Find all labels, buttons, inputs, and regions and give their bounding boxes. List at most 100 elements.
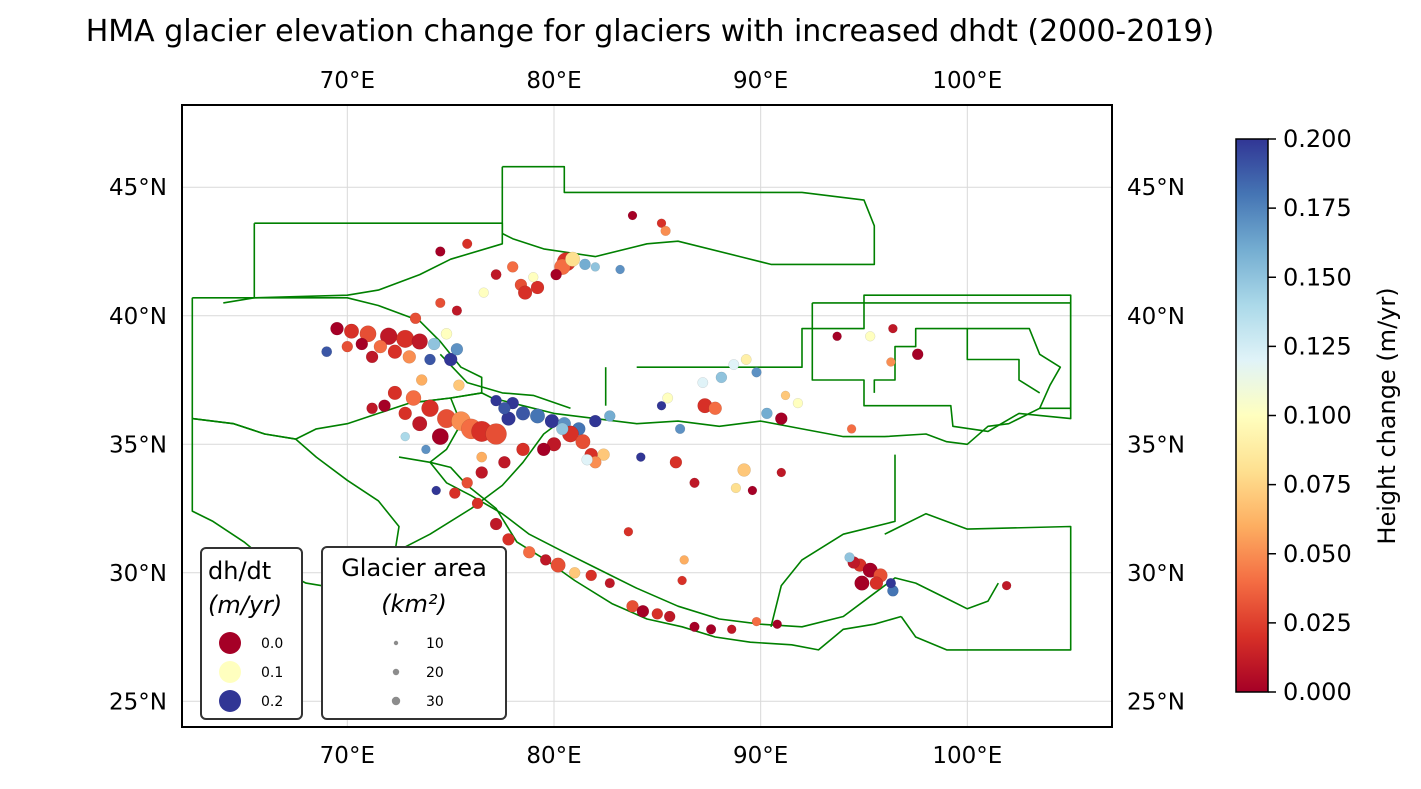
glacier-point bbox=[530, 280, 545, 295]
glacier-point bbox=[888, 323, 898, 334]
glacier-point bbox=[604, 410, 616, 422]
lon-tick-label-bottom: 100°E bbox=[932, 743, 1002, 769]
glacier-point bbox=[471, 497, 484, 510]
colorbar-tick-label: 0.050 bbox=[1283, 540, 1352, 568]
glacier-point bbox=[506, 261, 519, 273]
glacier-point bbox=[415, 374, 428, 386]
region-boundary bbox=[884, 512, 1072, 651]
glacier-point bbox=[590, 262, 601, 272]
glacier-point bbox=[400, 431, 410, 442]
glacier-point bbox=[462, 238, 473, 249]
glacier-point bbox=[581, 453, 593, 466]
lon-tick-label-top: 80°E bbox=[526, 68, 581, 94]
glacier-point bbox=[662, 392, 674, 404]
legend-dhdt-marker bbox=[219, 632, 241, 654]
glacier-point bbox=[726, 624, 737, 635]
glacier-point bbox=[365, 350, 379, 364]
region-boundary bbox=[429, 397, 999, 628]
colorbar-tick-label: 0.100 bbox=[1283, 402, 1352, 430]
glacier-point bbox=[565, 251, 581, 267]
glacier-point bbox=[453, 379, 465, 391]
glacier-point bbox=[341, 340, 354, 353]
glacier-point bbox=[846, 424, 857, 434]
glacier-point bbox=[550, 557, 566, 573]
glacier-point bbox=[776, 467, 787, 478]
glacier-point bbox=[528, 272, 539, 283]
glacier-point bbox=[663, 610, 676, 623]
glacier-point bbox=[651, 608, 664, 620]
glacier-point bbox=[854, 575, 870, 591]
colorbar-tick-label: 0.200 bbox=[1283, 125, 1352, 153]
glacier-point bbox=[440, 328, 453, 340]
legend-dhdt-unit: (m/yr) bbox=[208, 591, 282, 619]
glacier-point bbox=[705, 624, 717, 635]
glacier-point bbox=[435, 246, 446, 257]
glacier-point bbox=[343, 323, 360, 339]
glacier-point bbox=[398, 406, 412, 421]
glacier-point bbox=[751, 367, 762, 378]
glacier-points bbox=[321, 210, 1012, 635]
legend-dhdt-label: 0.1 bbox=[261, 665, 283, 681]
glacier-point bbox=[636, 605, 650, 618]
glacier-point bbox=[689, 621, 700, 632]
glacier-point bbox=[869, 576, 884, 590]
glacier-point bbox=[396, 329, 415, 348]
lon-tick-label-top: 70°E bbox=[320, 68, 375, 94]
glacier-point bbox=[775, 412, 788, 425]
glacier-point bbox=[330, 321, 344, 336]
glacier-point bbox=[498, 402, 511, 415]
glacier-point bbox=[435, 297, 446, 309]
lat-tick-label-right: 45°N bbox=[1127, 175, 1185, 201]
legend-area-marker bbox=[392, 668, 400, 676]
glacier-point bbox=[485, 423, 507, 445]
glacier-point bbox=[424, 353, 436, 366]
glacier-point bbox=[489, 517, 503, 531]
glacier-point bbox=[865, 331, 876, 342]
glacier-point bbox=[502, 533, 515, 546]
glacier-point bbox=[402, 350, 417, 364]
glacier-point bbox=[517, 285, 533, 300]
glacier-point bbox=[728, 359, 740, 371]
colorbar-tick-label: 0.025 bbox=[1283, 609, 1352, 637]
colorbar-label: Height change (m/yr) bbox=[1373, 287, 1401, 544]
lon-tick-label-bottom: 80°E bbox=[526, 743, 581, 769]
region-boundary bbox=[253, 222, 504, 299]
glacier-point bbox=[478, 287, 489, 298]
glacier-point bbox=[373, 339, 388, 354]
lat-tick-label-left: 45°N bbox=[109, 175, 167, 201]
glacier-point bbox=[387, 385, 403, 401]
glacier-point bbox=[412, 416, 428, 432]
legend-dhdt-title: dh/dt bbox=[208, 557, 271, 585]
glacier-point bbox=[411, 333, 428, 350]
glacier-point bbox=[715, 371, 728, 384]
glacier-point bbox=[421, 444, 431, 455]
glacier-point bbox=[451, 305, 463, 316]
colorbar-gradient bbox=[1235, 138, 1269, 693]
colorbar-tick-label: 0.000 bbox=[1283, 678, 1352, 706]
glacier-point bbox=[751, 616, 762, 627]
glacier-point bbox=[708, 401, 722, 416]
glacier-point bbox=[575, 434, 591, 450]
lat-tick-label-right: 25°N bbox=[1127, 689, 1185, 715]
region-boundary bbox=[223, 297, 255, 304]
glacier-point bbox=[449, 487, 461, 499]
glacier-point bbox=[321, 346, 333, 358]
legend-dhdt-label: 0.0 bbox=[261, 636, 283, 652]
legend-area-title: Glacier area bbox=[341, 554, 487, 582]
glacier-point bbox=[443, 352, 458, 367]
legend-area-label: 20 bbox=[426, 665, 444, 681]
colorbar-tick-label: 0.175 bbox=[1283, 194, 1352, 222]
lon-tick-label-top: 90°E bbox=[733, 68, 788, 94]
glacier-point bbox=[355, 337, 369, 351]
glacier-point bbox=[656, 218, 667, 228]
glacier-point bbox=[780, 390, 791, 401]
lat-tick-label-right: 35°N bbox=[1127, 432, 1185, 458]
colorbar-tick-label: 0.075 bbox=[1283, 471, 1352, 499]
legend-area-label: 10 bbox=[426, 636, 444, 652]
glacier-point bbox=[427, 337, 441, 351]
glacier-point bbox=[585, 569, 597, 582]
glacier-point bbox=[911, 348, 924, 361]
glacier-point bbox=[421, 399, 439, 418]
glacier-point bbox=[490, 394, 502, 407]
